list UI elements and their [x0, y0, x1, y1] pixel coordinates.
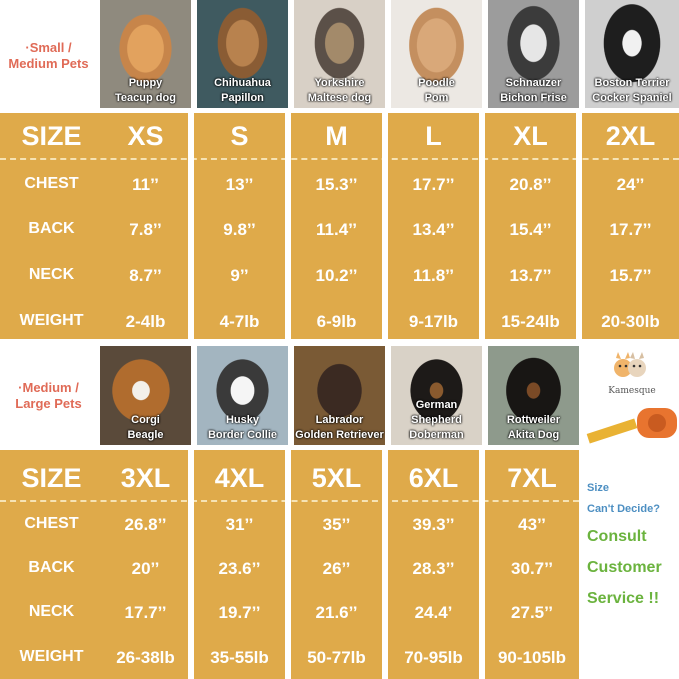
cell: 10.2’’ — [315, 266, 358, 285]
row-label: BACK — [28, 220, 75, 237]
cell: 28.3’’ — [412, 559, 455, 578]
table-1-divider — [0, 158, 679, 160]
cell: 31’’ — [225, 515, 254, 534]
cell: 9’’ — [230, 266, 249, 285]
cell: 24’’ — [616, 175, 645, 194]
cta-customer-text: Customer — [587, 559, 662, 576]
cell: 9-17lb — [408, 312, 459, 331]
cell: 19.7’’ — [218, 603, 261, 622]
size-s: S — [230, 121, 249, 151]
cell: 43’’ — [518, 515, 546, 534]
size-6xl: 6XL — [408, 463, 459, 493]
customer-service-panel: Size Can't Decide? Consult Customer Serv… — [582, 450, 679, 679]
row-label: CHEST — [24, 515, 79, 532]
size-4xl: 4XL — [214, 463, 265, 493]
row-label: NECK — [28, 266, 75, 283]
dog-photo-beagle: Corgi Beagle — [100, 346, 191, 445]
cta-consult-text: Consult — [587, 528, 647, 545]
cell: 11.8’’ — [413, 266, 454, 285]
cell: 35’’ — [322, 515, 351, 534]
cell: 13.4’’ — [412, 220, 455, 239]
cell: 9.8’’ — [223, 220, 256, 239]
row-label: NECK — [28, 603, 75, 620]
cell: 11.4’’ — [316, 220, 357, 239]
cell: 7.8’’ — [129, 220, 162, 239]
cell: 15.4’’ — [509, 220, 552, 239]
section-label-small-medium: ·Small / Medium Pets — [0, 40, 97, 73]
cell: 15.3’’ — [315, 175, 358, 194]
size-l: L — [425, 121, 442, 151]
cell: 6-9lb — [316, 312, 357, 331]
dog-photo-yorkshire: Yorkshire Maltese dog — [294, 0, 385, 108]
cell: 21.6’’ — [315, 603, 358, 622]
size-xs: XS — [127, 121, 164, 151]
cell: 50-77lb — [307, 648, 366, 667]
dog-photo-rottweiler: Rottweiler Akita Dog — [488, 346, 579, 445]
cell: 35-55lb — [210, 648, 269, 667]
dog-photo-chihuahua: Chihuahua Papillon — [197, 0, 288, 108]
size-xl: XL — [513, 121, 548, 151]
cell: 15-24lb — [501, 312, 560, 331]
row-label: WEIGHT — [19, 312, 84, 329]
cell: 26’’ — [322, 559, 351, 578]
cell: 8.7’’ — [129, 266, 162, 285]
size-5xl: 5XL — [311, 463, 362, 493]
section-label-line1: ·Medium / — [18, 380, 79, 395]
dog-photo-puppy: Puppy Teacup dog — [100, 0, 191, 108]
dog-photo-schnauzer: Schnauzer Bichon Frise — [488, 0, 579, 108]
cell: 39.3’’ — [412, 515, 455, 534]
cell: 4-7lb — [219, 312, 260, 331]
row-label: BACK — [28, 559, 75, 576]
brand-logo-icon — [586, 352, 677, 444]
cell: 2-4lb — [125, 312, 166, 331]
section-label-line2: Large Pets — [15, 396, 82, 412]
cta-size-text: Size — [587, 482, 610, 494]
row-label: CHEST — [24, 175, 79, 192]
cta-cant-decide-text: Can't Decide? — [587, 503, 660, 515]
dog-photo-doberman: German Shepherd Doberman — [391, 346, 482, 445]
size-2xl: 2XL — [605, 121, 656, 151]
size-table-1 — [0, 113, 679, 339]
cta-service-text: Service !! — [587, 590, 660, 607]
cell: 24.4’ — [414, 603, 453, 622]
cell: 15.7’’ — [609, 266, 652, 285]
size-header: SIZE — [21, 463, 82, 493]
cell: 13’’ — [225, 175, 254, 194]
size-m: M — [325, 121, 348, 151]
size-header: SIZE — [21, 121, 82, 151]
brand-name: Kamesque — [608, 386, 656, 396]
dog-photo-labrador: Labrador Golden Retriever — [294, 346, 385, 445]
dog-photo-poodle: Poodle Pom — [391, 0, 482, 108]
row-label: WEIGHT — [19, 648, 84, 665]
brand-logo-panel: Kamesque — [585, 346, 679, 445]
cell: 27.5’’ — [511, 603, 553, 622]
section-label-medium-large: ·Medium / Large Pets — [0, 380, 97, 413]
section-label-line1: ·Small / — [25, 40, 72, 55]
cell: 90-105lb — [497, 648, 567, 667]
section-label-line2: Medium Pets — [8, 56, 89, 72]
cell: 17.7’’ — [609, 220, 652, 239]
cell: 17.7’’ — [124, 603, 167, 622]
dog-photo-husky: Husky Border Collie — [197, 346, 288, 445]
cell: 20-30lb — [601, 312, 660, 331]
cell: 70-95lb — [404, 648, 463, 667]
cell: 26-38lb — [116, 648, 175, 667]
size-3xl: 3XL — [120, 463, 171, 493]
cell: 11’’ — [132, 175, 159, 194]
dog-photo-boston-terrier: Boston Terrier Cocker Spaniel — [585, 0, 679, 108]
cell: 20.8’’ — [509, 175, 552, 194]
cell: 17.7’’ — [412, 175, 455, 194]
cell: 23.6’’ — [218, 559, 261, 578]
cell: 20’’ — [131, 559, 160, 578]
size-7xl: 7XL — [507, 463, 557, 493]
cell: 26.8’’ — [124, 515, 167, 534]
cell: 13.7’’ — [509, 266, 552, 285]
cell: 30.7’’ — [511, 559, 553, 578]
